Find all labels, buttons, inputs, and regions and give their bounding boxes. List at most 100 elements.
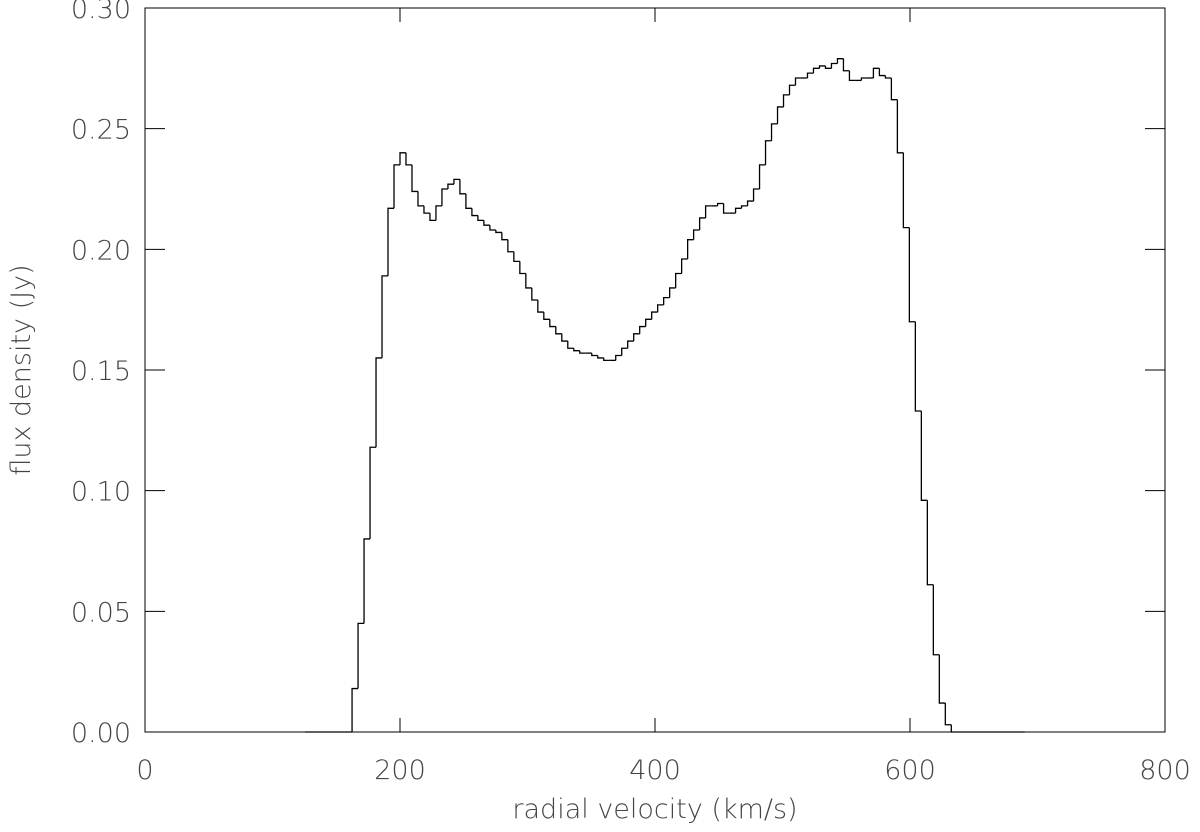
histogram-step (896, 99, 904, 154)
histogram-step (692, 229, 700, 240)
histogram-step (405, 152, 412, 166)
histogram-step (758, 164, 766, 189)
histogram-step (794, 77, 802, 86)
histogram-step (399, 152, 406, 165)
histogram-step (914, 321, 922, 412)
histogram-step (938, 654, 946, 704)
histogram-step (926, 500, 934, 586)
histogram-step (387, 207, 395, 276)
histogram-step (357, 622, 365, 689)
histogram-step (734, 207, 742, 214)
y-tick-label: 0.30 (71, 0, 131, 25)
histogram-step (381, 275, 389, 358)
plot-frame (144, 7, 1166, 733)
histogram-step (363, 538, 371, 624)
y-tick-label: 0.05 (71, 597, 131, 628)
histogram-step (495, 230, 502, 234)
histogram-step (627, 340, 634, 349)
histogram-step (543, 312, 550, 320)
histogram-step (848, 70, 856, 82)
histogram-step (669, 287, 676, 298)
histogram-step (716, 202, 724, 206)
histogram-step (483, 220, 490, 226)
histogram-step (830, 62, 838, 69)
histogram-step (573, 348, 580, 352)
histogram-step (776, 106, 784, 124)
histogram-step (441, 188, 448, 206)
histogram-step (788, 84, 796, 95)
histogram-step (770, 123, 778, 141)
histogram-step (603, 357, 610, 361)
x-tick-label: 0 (136, 755, 153, 786)
histogram-step (878, 68, 886, 77)
histogram-step (615, 354, 622, 361)
histogram-step (507, 239, 514, 253)
histogram-step (501, 232, 508, 241)
y-tick-label: 0.10 (71, 477, 131, 508)
histogram-step (417, 191, 424, 207)
histogram-step (722, 203, 730, 214)
histogram-step (698, 217, 706, 231)
x-tick-label: 200 (374, 755, 426, 786)
histogram-step (471, 208, 478, 217)
histogram-step (860, 77, 868, 81)
histogram-step (537, 300, 544, 313)
y-tick-label: 0.15 (71, 356, 131, 387)
histogram-step (435, 205, 442, 221)
histogram-step (782, 94, 790, 107)
histogram-step (944, 703, 952, 726)
histogram-step (842, 58, 850, 72)
x-tick-label: 800 (1139, 755, 1191, 786)
histogram-step (806, 72, 814, 78)
histogram-step (686, 239, 694, 259)
histogram-step (591, 353, 598, 357)
histogram-step (836, 58, 844, 64)
histogram-step (746, 200, 754, 206)
histogram-step (555, 326, 562, 335)
histogram-step (411, 164, 418, 193)
histogram-step (561, 333, 568, 342)
histogram-step (872, 67, 880, 78)
histogram-step (824, 65, 832, 69)
histogram-step (489, 225, 496, 231)
histogram-step (621, 347, 628, 356)
histogram-step (351, 687, 359, 732)
histogram-step (675, 272, 682, 288)
histogram-step (890, 77, 898, 101)
histogram-step (579, 350, 586, 354)
histogram-step (423, 205, 430, 214)
y-tick-label: 0.20 (71, 235, 131, 266)
histogram-step (908, 227, 916, 323)
histogram-step (453, 178, 460, 185)
histogram-step (549, 319, 556, 328)
histogram-step (812, 67, 820, 74)
histogram-step (657, 304, 664, 313)
histogram-step (680, 258, 688, 274)
histogram-step (477, 215, 484, 222)
histogram-step (920, 411, 928, 501)
histogram-step (375, 357, 383, 448)
histogram-step (393, 164, 400, 209)
histogram-step (531, 287, 538, 301)
histogram-step (447, 183, 454, 189)
histogram-step (525, 273, 532, 289)
histogram-step (764, 140, 772, 165)
x-axis-label: radial velocity (km/s) (512, 794, 797, 825)
histogram-step (663, 296, 670, 305)
histogram-step (465, 193, 472, 209)
histogram-step (932, 584, 940, 656)
histogram-step (950, 724, 958, 733)
histogram-step (902, 152, 910, 229)
histogram-step (818, 65, 826, 69)
histogram-step (513, 251, 520, 263)
histogram-step (633, 333, 640, 342)
histogram-step (752, 188, 760, 202)
histogram-step (704, 205, 712, 218)
histogram-step (429, 213, 436, 222)
histogram-step (645, 318, 652, 327)
histogram-step (884, 75, 892, 79)
histogram-step (369, 446, 377, 539)
x-tick-label: 400 (629, 755, 681, 786)
